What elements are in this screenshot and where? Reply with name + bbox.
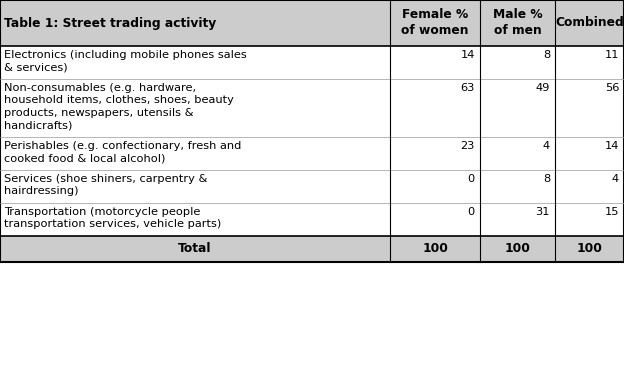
Text: Female %
of women: Female % of women bbox=[401, 8, 469, 38]
Bar bbox=[0, 46, 624, 79]
Text: Total: Total bbox=[178, 243, 212, 255]
Text: 49: 49 bbox=[535, 83, 550, 93]
Text: 0: 0 bbox=[468, 207, 475, 217]
Text: Electronics (including mobile phones sales
& services): Electronics (including mobile phones sal… bbox=[4, 50, 246, 72]
Text: 14: 14 bbox=[605, 141, 619, 151]
Bar bbox=[0, 0, 624, 46]
Text: 63: 63 bbox=[461, 83, 475, 93]
Text: 31: 31 bbox=[535, 207, 550, 217]
Text: 11: 11 bbox=[605, 50, 619, 60]
Text: 56: 56 bbox=[605, 83, 619, 93]
Bar bbox=[0, 79, 624, 137]
Text: Non-consumables (e.g. hardware,
household items, clothes, shoes, beauty
products: Non-consumables (e.g. hardware, househol… bbox=[4, 83, 234, 130]
Bar bbox=[0, 170, 624, 203]
Text: 0: 0 bbox=[468, 174, 475, 184]
Text: 14: 14 bbox=[461, 50, 475, 60]
Bar bbox=[0, 236, 624, 262]
Bar bbox=[0, 203, 624, 236]
Text: 100: 100 bbox=[422, 243, 448, 255]
Text: 15: 15 bbox=[605, 207, 619, 217]
Text: Male %
of men: Male % of men bbox=[493, 8, 542, 38]
Text: Transportation (motorcycle people
transportation services, vehicle parts): Transportation (motorcycle people transp… bbox=[4, 207, 222, 229]
Text: 8: 8 bbox=[543, 174, 550, 184]
Text: 100: 100 bbox=[577, 243, 602, 255]
Text: Perishables (e.g. confectionary, fresh and
cooked food & local alcohol): Perishables (e.g. confectionary, fresh a… bbox=[4, 141, 241, 163]
Text: 4: 4 bbox=[612, 174, 619, 184]
Text: 8: 8 bbox=[543, 50, 550, 60]
Text: Services (shoe shiners, carpentry &
hairdressing): Services (shoe shiners, carpentry & hair… bbox=[4, 174, 207, 197]
Text: 100: 100 bbox=[505, 243, 530, 255]
Bar bbox=[0, 137, 624, 170]
Text: Combined: Combined bbox=[555, 17, 624, 29]
Text: Table 1: Street trading activity: Table 1: Street trading activity bbox=[4, 17, 217, 29]
Text: 4: 4 bbox=[543, 141, 550, 151]
Text: 23: 23 bbox=[461, 141, 475, 151]
